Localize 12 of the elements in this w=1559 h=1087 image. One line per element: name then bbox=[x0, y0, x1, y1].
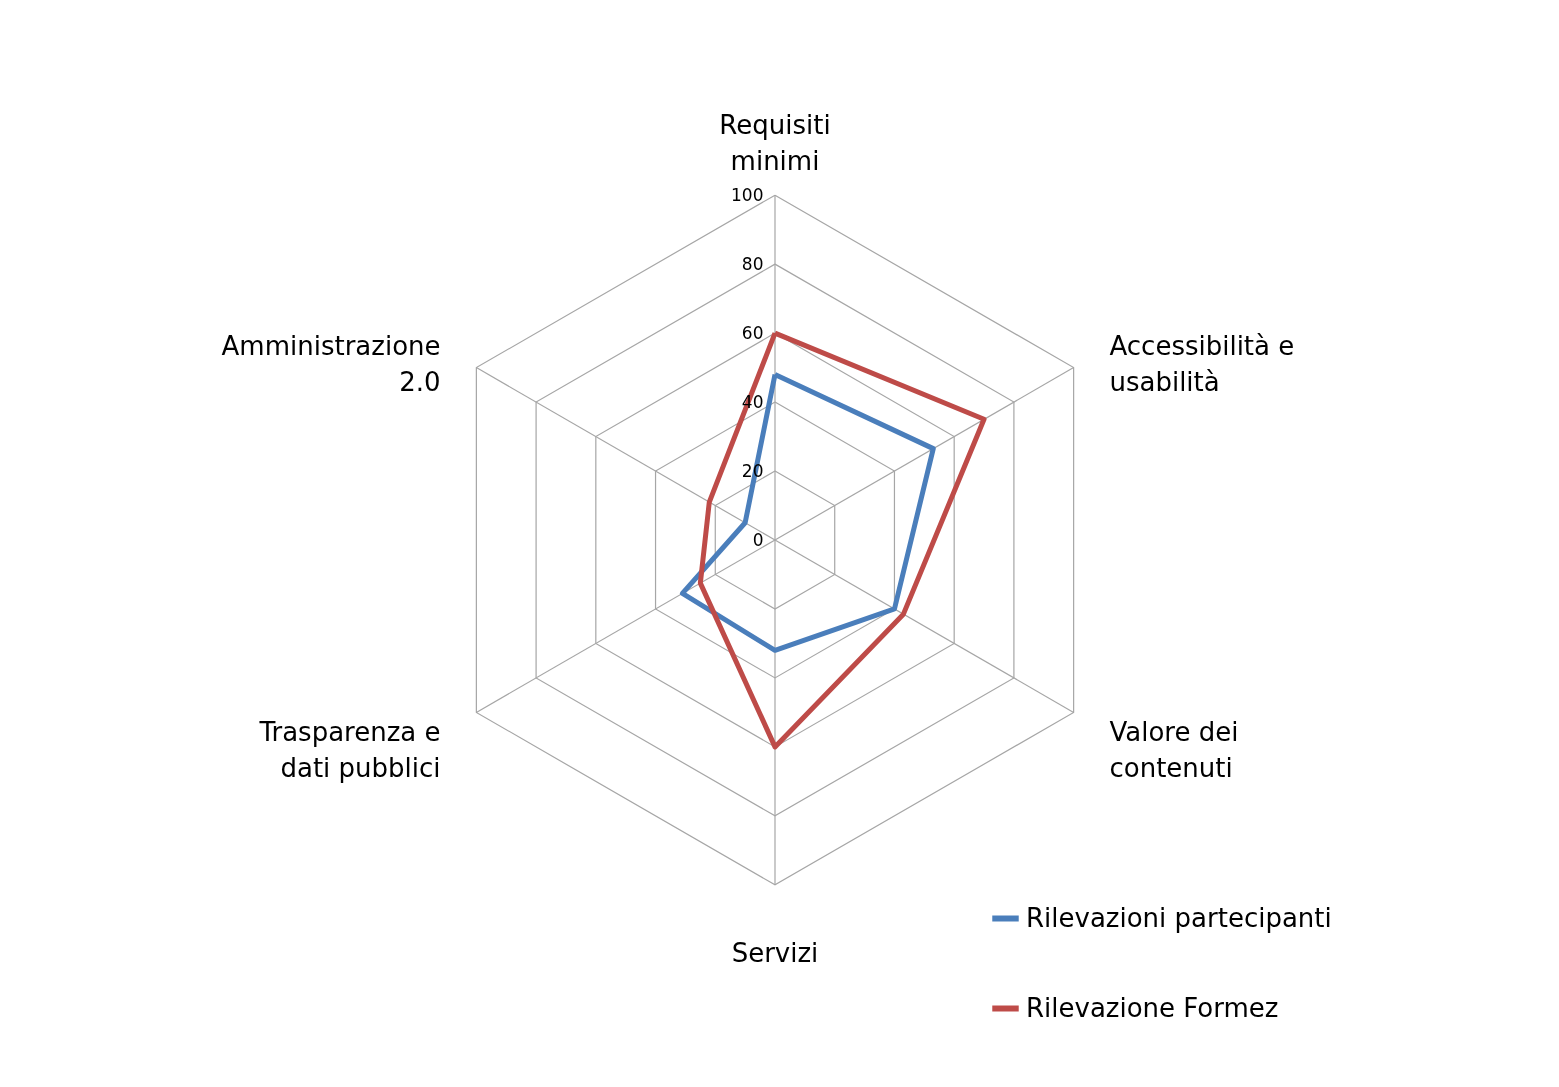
y-tick-label: 60 bbox=[741, 322, 764, 343]
legend-label: Rilevazioni partecipanti bbox=[1026, 902, 1332, 933]
spoke-label: Accessibilità e usabilità bbox=[1109, 330, 1295, 397]
spoke-label: Valore dei contenuti bbox=[1109, 717, 1239, 784]
legend-label: Rilevazione Formez bbox=[1026, 992, 1279, 1023]
y-tick-label: 80 bbox=[741, 253, 764, 274]
spoke-label: Amministrazione 2.0 bbox=[221, 330, 441, 397]
y-tick-label: 0 bbox=[752, 529, 764, 550]
spoke-label: Requisiti minimi bbox=[719, 110, 831, 177]
spoke-label: Trasparenza e dati pubblici bbox=[258, 717, 441, 784]
spoke-label: Servizi bbox=[731, 937, 819, 968]
y-tick-label: 100 bbox=[731, 184, 764, 205]
